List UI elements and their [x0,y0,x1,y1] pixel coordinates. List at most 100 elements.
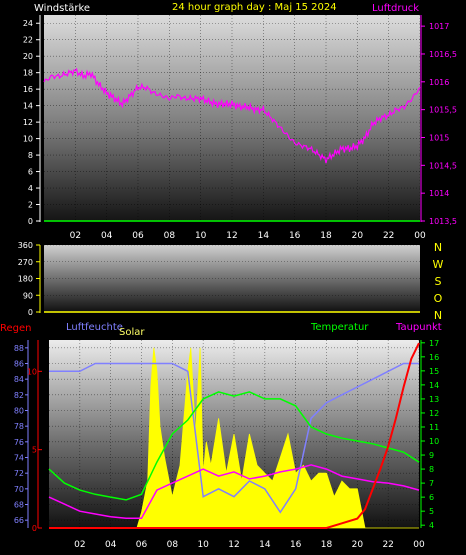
chart-title: 24 hour graph day : Maj 15 2024 [172,2,337,13]
pressure-line [43,67,421,164]
top-x-tick-label: 00 [414,231,426,241]
humidity-tick-label: 76 [14,438,24,447]
wind-tick-label: 24 [23,19,33,28]
humidity-tick-label: 70 [14,485,24,494]
rain-tick-label: 10 [27,367,37,376]
rain-line [49,342,420,529]
bottom-x-tick-label: 10 [197,540,209,550]
pressure-tick-label: 1016 [429,78,449,87]
top-x-tick-label: 12 [226,231,237,241]
wind-tick-label: 12 [23,118,33,127]
bottom-x-tick-label: 00 [413,540,425,550]
wind-tick-label: 0 [28,217,33,226]
temperature-line [48,391,420,501]
wind-tick-label: 10 [23,135,33,144]
pressure-tick-label: 1015 [429,133,449,142]
bottom-x-tick-label: 12 [228,540,239,550]
solar-label: Solar [119,327,145,338]
top-x-tick-label: 16 [289,231,301,241]
bottom-x-tick-label: 02 [74,540,85,550]
temperature-tick-label: 10 [429,437,439,446]
humidity-tick-label: 66 [14,516,24,525]
humidity-tick-label: 86 [14,360,24,369]
temperature-tick-label: 9 [429,451,434,460]
pressure-tick-label: 1013,5 [429,217,457,226]
temperature-label: Temperatur [310,322,369,333]
wind-tick-label: 16 [23,85,33,94]
top-x-tick-label: 10 [195,231,207,241]
pressure-tick-label: 1016,5 [429,50,457,59]
humidity-line [49,362,419,514]
bottom-x-tick-label: 18 [321,540,333,550]
temperature-tick-label: 4 [429,521,434,530]
wind-direction-tick-label: 90 [23,291,33,300]
compass-direction-label: W [433,258,444,271]
temperature-tick-label: 8 [429,465,434,474]
temperature-tick-label: 16 [429,353,439,362]
wind-direction-plot-area [44,245,420,312]
temperature-tick-label: 17 [429,339,439,348]
bottom-x-tick-label: 06 [136,540,148,550]
temperature-tick-label: 6 [429,493,434,502]
wind-tick-label: 2 [28,201,33,210]
top-x-tick-label: 22 [383,231,394,241]
humidity-tick-label: 80 [14,407,24,416]
compass-direction-label: O [434,292,443,305]
humidity-tick-label: 78 [14,422,24,431]
wind-strength-label: Windstärke [34,3,90,14]
bottom-x-tick-label: 14 [259,540,271,550]
wind-direction-tick-label: 360 [18,241,33,250]
top-x-tick-label: 06 [132,231,144,241]
humidity-label: Luftfeuchte [66,322,123,333]
wind-tick-label: 20 [23,52,33,61]
bottom-x-tick-label: 22 [382,540,393,550]
bottom-x-tick-label: 08 [167,540,179,550]
top-x-tick-label: 02 [70,231,81,241]
top-x-tick-label: 04 [101,231,113,241]
top-x-tick-label: 08 [164,231,176,241]
wind-tick-label: 14 [23,102,33,111]
temperature-tick-label: 12 [429,409,439,418]
rain-label: Regen [0,323,32,334]
wind-tick-label: 22 [23,36,33,45]
temperature-tick-label: 7 [429,479,434,488]
humidity-tick-label: 82 [14,391,24,400]
wind-tick-label: 6 [28,168,33,177]
wind-direction-tick-label: 0 [28,308,33,317]
humidity-tick-label: 68 [14,501,24,510]
humidity-tick-label: 72 [14,469,24,478]
solar-area [49,347,419,529]
wind-tick-label: 18 [23,69,33,78]
wind-tick-label: 4 [28,184,33,193]
compass-direction-label: N [434,309,442,322]
temperature-tick-label: 15 [429,367,439,376]
temperature-tick-label: 11 [429,423,439,432]
pressure-tick-label: 1014 [429,189,449,198]
pressure-tick-label: 1014,5 [429,161,457,170]
wind-direction-tick-label: 270 [18,258,33,267]
top-x-tick-label: 20 [352,231,364,241]
compass-direction-label: N [434,241,442,254]
pressure-tick-label: 1015,5 [429,106,457,115]
bottom-x-tick-label: 20 [352,540,364,550]
top-x-tick-label: 14 [258,231,270,241]
temperature-tick-label: 14 [429,381,439,390]
temperature-tick-label: 5 [429,507,434,516]
air-pressure-label: Luftdruck [372,3,419,14]
bottom-x-tick-label: 04 [105,540,117,550]
top-x-tick-label: 18 [320,231,332,241]
wind-direction-tick-label: 180 [18,275,33,284]
rain-tick-label: 0 [32,524,37,533]
bottom-x-tick-label: 16 [290,540,302,550]
wind-tick-label: 8 [28,151,33,160]
pressure-tick-label: 1017 [429,22,449,31]
dewpoint-label: Taupunkt [395,322,442,333]
humidity-tick-label: 84 [14,375,24,384]
dewpoint-line [48,464,420,519]
humidity-tick-label: 88 [14,344,24,353]
temperature-tick-label: 13 [429,395,439,404]
humidity-tick-label: 74 [14,454,24,463]
rain-tick-label: 5 [32,446,37,455]
compass-direction-label: S [435,275,442,288]
